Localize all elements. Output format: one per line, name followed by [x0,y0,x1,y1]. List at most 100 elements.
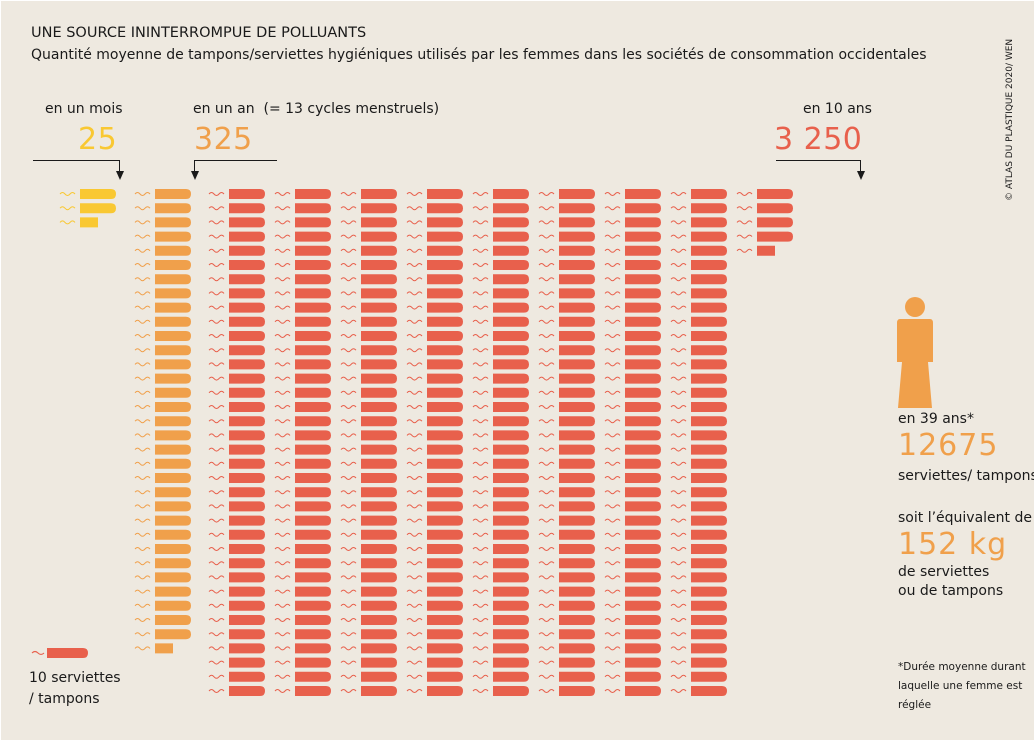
pictogram-icon [604,331,661,341]
pictogram-icon [406,416,463,427]
pictogram-icon [134,331,191,341]
pictogram-icon [340,245,397,256]
pictogram-icon [538,444,595,455]
pictogram-icon [274,572,331,583]
pictogram-icon [134,615,191,625]
pictogram-icon [208,629,265,640]
pictogram-icon [274,359,331,370]
pictogram-icon [340,203,397,214]
pictogram-icon [604,444,661,455]
pictogram-icon [472,458,529,469]
pictogram-icon [670,359,727,370]
pictogram-icon [406,657,463,668]
pictogram-icon [274,231,331,242]
year-value: 325 [194,122,253,157]
pictogram-icon [208,558,265,569]
pictogram-icon [472,416,529,427]
pictogram-icon [340,302,397,313]
pictogram-icon [472,387,529,398]
pictogram-icon [538,643,595,654]
pictogram-icon [208,302,265,313]
pictogram-icon [134,260,191,270]
pictogram-icon [340,643,397,654]
pictogram-icon [538,231,595,242]
pictogram-icon [134,373,191,384]
decade-label: en 10 ans [803,101,872,117]
pictogram-icon [274,515,331,526]
pictogram-icon [604,231,661,242]
pictogram-icon [340,402,397,412]
pictogram-icon [538,359,595,370]
pictogram-icon [208,217,265,228]
pictogram-icon [604,359,661,370]
pictogram-icon [538,629,595,640]
pictogram-icon [406,515,463,526]
pictogram-icon [538,487,595,498]
pictogram-icon [208,245,265,256]
pictogram-icon [340,444,397,455]
pictogram-icon [134,558,191,569]
month-bracket-line [33,160,120,161]
pictogram-icon [134,217,191,228]
equivalent-label: soit l’équivalent de [898,510,1032,526]
pictogram-icon [406,501,463,512]
footnote-line1: *Durée moyenne durant [898,661,1026,673]
pictogram-icon [134,189,191,199]
pictogram-icon [406,260,463,270]
lifetime-label: en 39 ans* [898,411,974,427]
pictogram-icon [604,615,661,625]
pictogram-icon [208,331,265,341]
pictogram-icon [340,487,397,498]
pictogram-icon [274,544,331,554]
pictogram-icon [134,316,191,327]
pictogram-icon [340,544,397,554]
pictogram-icon [208,586,265,597]
pictogram-icon [134,203,191,214]
pictogram-icon [406,430,463,441]
pictogram-icon [538,402,595,412]
pictogram-icon [406,316,463,327]
pictogram-icon [406,629,463,640]
pictogram-icon [670,544,727,554]
pictogram-icon [274,671,331,682]
pictogram-icon [472,302,529,313]
pictogram-icon [472,274,529,285]
pictogram-icon [208,458,265,469]
pictogram-icon [134,345,191,356]
pictogram-icon [208,274,265,285]
pictogram-icon [538,671,595,682]
pictogram-icon [670,373,727,384]
pictogram-icon [472,629,529,640]
pictogram-icon [208,487,265,498]
pictogram-icon [670,515,727,526]
pictogram-icon [670,487,727,498]
pictogram-icon [274,501,331,512]
pictogram-icon [208,288,265,299]
pictogram-icon [670,274,727,285]
pictogram-icon [340,686,397,696]
pictogram-icon [472,501,529,512]
pictogram-icon [340,316,397,327]
pictogram-icon [406,615,463,625]
pictogram-icon [538,657,595,668]
pictogram-icon [538,189,595,199]
pictogram-icon [406,529,463,540]
pictogram-icon [670,458,727,469]
pictogram-icon [472,657,529,668]
pictogram-icon [604,686,661,696]
pictogram-icon [670,260,727,270]
pictogram-icon [59,203,116,214]
pictogram-icon [406,444,463,455]
decade-value: 3 250 [774,122,863,157]
pictogram-icon [538,558,595,569]
pictogram-icon [134,359,191,370]
pictogram-icon [472,345,529,356]
pictogram-icon [274,586,331,597]
pictogram-icon [406,458,463,469]
footnote-line2: laquelle une femme est [898,680,1023,692]
pictogram-icon [670,189,727,199]
pictogram-icon [274,657,331,668]
pictogram-icon [472,373,529,384]
pictogram-icon [604,671,661,682]
pictogram-icon [340,529,397,540]
